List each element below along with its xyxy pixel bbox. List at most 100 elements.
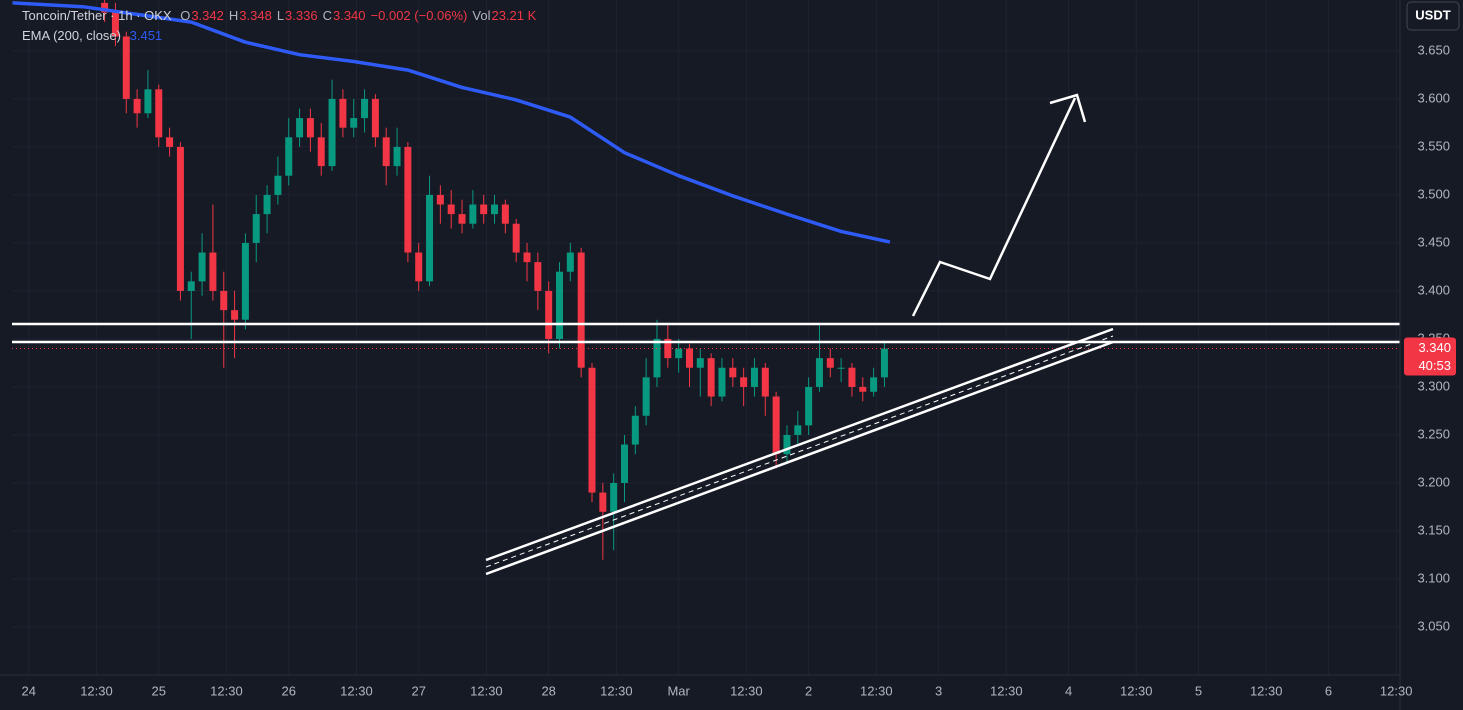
- y-tick-label: 3.600: [1417, 90, 1450, 105]
- currency-label: USDT: [1415, 7, 1450, 22]
- trendline-bottom: [485, 340, 1114, 576]
- candle-body: [696, 358, 704, 368]
- candle-body: [241, 242, 249, 320]
- candle-body: [469, 204, 477, 224]
- legend: Toncoin/Tether · 1h · OKX O3.342 H3.348 L3…: [22, 6, 541, 46]
- candle-body: [599, 492, 607, 512]
- plot: [12, 0, 1400, 560]
- candle-body: [880, 348, 888, 378]
- candle-body: [415, 252, 423, 282]
- projection-arrow: [911, 97, 1077, 317]
- candle-body: [328, 98, 336, 167]
- y-tick-label: 3.250: [1417, 426, 1450, 441]
- candle-body: [740, 377, 748, 387]
- countdown-label: 40:53: [1418, 358, 1451, 373]
- candle-body: [144, 89, 152, 114]
- legend-item: Vol23.21 K: [472, 8, 536, 23]
- y-tick-label: 3.450: [1417, 234, 1450, 249]
- candle-body: [556, 271, 564, 339]
- candle-body: [523, 252, 531, 263]
- candle-body: [122, 36, 130, 99]
- drawings: [12, 93, 1400, 576]
- legend-item: C3.340: [323, 8, 366, 23]
- y-tick-label: 3.500: [1417, 186, 1450, 201]
- candle-body: [491, 204, 499, 215]
- ema-line: [12, 1, 891, 244]
- candle-body: [566, 252, 574, 272]
- legend-key: H: [228, 8, 239, 23]
- candle-body: [794, 425, 802, 435]
- x-tick-label: 24: [22, 683, 36, 698]
- candle-body: [274, 175, 282, 195]
- candle-body: [306, 118, 314, 138]
- candle-body: [642, 377, 650, 416]
- candle-body: [101, 2, 109, 13]
- price-tag-label: 3.340: [1418, 340, 1451, 355]
- candle-body: [620, 444, 628, 483]
- candle-body: [447, 204, 455, 215]
- x-tick-label: 26: [281, 683, 295, 698]
- candle-body: [870, 377, 878, 392]
- legend-item: H3.348: [229, 8, 272, 23]
- legend-key: C: [322, 8, 332, 23]
- candle-body: [339, 98, 347, 128]
- candle-body: [761, 367, 769, 397]
- y-tick-label: 3.150: [1417, 522, 1450, 537]
- candle-body: [610, 482, 618, 512]
- candle-body: [361, 98, 369, 119]
- candle-body: [209, 252, 217, 291]
- y-tick-label: 3.550: [1417, 138, 1450, 153]
- candle-body: [285, 137, 293, 176]
- candle-body: [805, 386, 813, 426]
- candle-body: [685, 348, 693, 368]
- legend-value: 3.342: [191, 8, 224, 23]
- axes: 3.0503.1003.1503.2003.2503.3003.3503.400…: [22, 42, 1456, 698]
- y-tick-label: 3.050: [1417, 618, 1450, 633]
- x-tick-label: 25: [152, 683, 166, 698]
- x-tick-label: 12:30: [1120, 683, 1153, 698]
- y-tick-label: 3.100: [1417, 570, 1450, 585]
- candle-body: [664, 338, 672, 359]
- y-tick-label: 3.300: [1417, 378, 1450, 393]
- x-tick-label: 3: [935, 683, 942, 698]
- candle-body: [155, 89, 163, 138]
- legend-key: Vol: [472, 8, 491, 23]
- x-tick-label: 5: [1195, 683, 1202, 698]
- legend-value: 3.348: [239, 8, 272, 23]
- candle-body: [501, 204, 509, 224]
- candle-body: [783, 434, 791, 455]
- candle-body: [350, 118, 358, 128]
- candle-body: [653, 338, 661, 378]
- candle-body: [577, 252, 585, 368]
- candle-body: [133, 98, 141, 114]
- candle-body: [176, 146, 184, 291]
- x-tick-label: 12:30: [1250, 683, 1283, 698]
- candle-body: [436, 194, 444, 205]
- candle-body: [252, 214, 260, 243]
- x-tick-label: 12:30: [340, 683, 373, 698]
- candle-body: [545, 290, 553, 339]
- candle-body: [296, 118, 304, 138]
- candle-body: [187, 281, 195, 291]
- candle-body: [426, 194, 434, 282]
- indicator-value: 3.451: [129, 28, 163, 43]
- legend-key: O: [180, 8, 191, 23]
- candle-body: [729, 367, 737, 378]
- currency-button[interactable]: [1406, 1, 1460, 31]
- symbol-title: Toncoin/Tether · 1h · OKX: [22, 8, 172, 23]
- legend-item: O3.342: [180, 8, 224, 23]
- candle-body: [631, 415, 639, 445]
- candle-body: [231, 310, 239, 320]
- x-tick-label: 6: [1325, 683, 1332, 698]
- legend-item: L3.336: [277, 8, 318, 23]
- x-tick-label: 4: [1065, 683, 1072, 698]
- legend-item: −0.002 (−0.06%): [371, 8, 468, 23]
- candle-body: [588, 367, 596, 493]
- legend-value: 3.340: [332, 8, 366, 23]
- x-tick-label: 27: [411, 683, 425, 698]
- grid: [12, 0, 1400, 675]
- candle-body: [220, 290, 228, 311]
- candle-body: [675, 348, 683, 359]
